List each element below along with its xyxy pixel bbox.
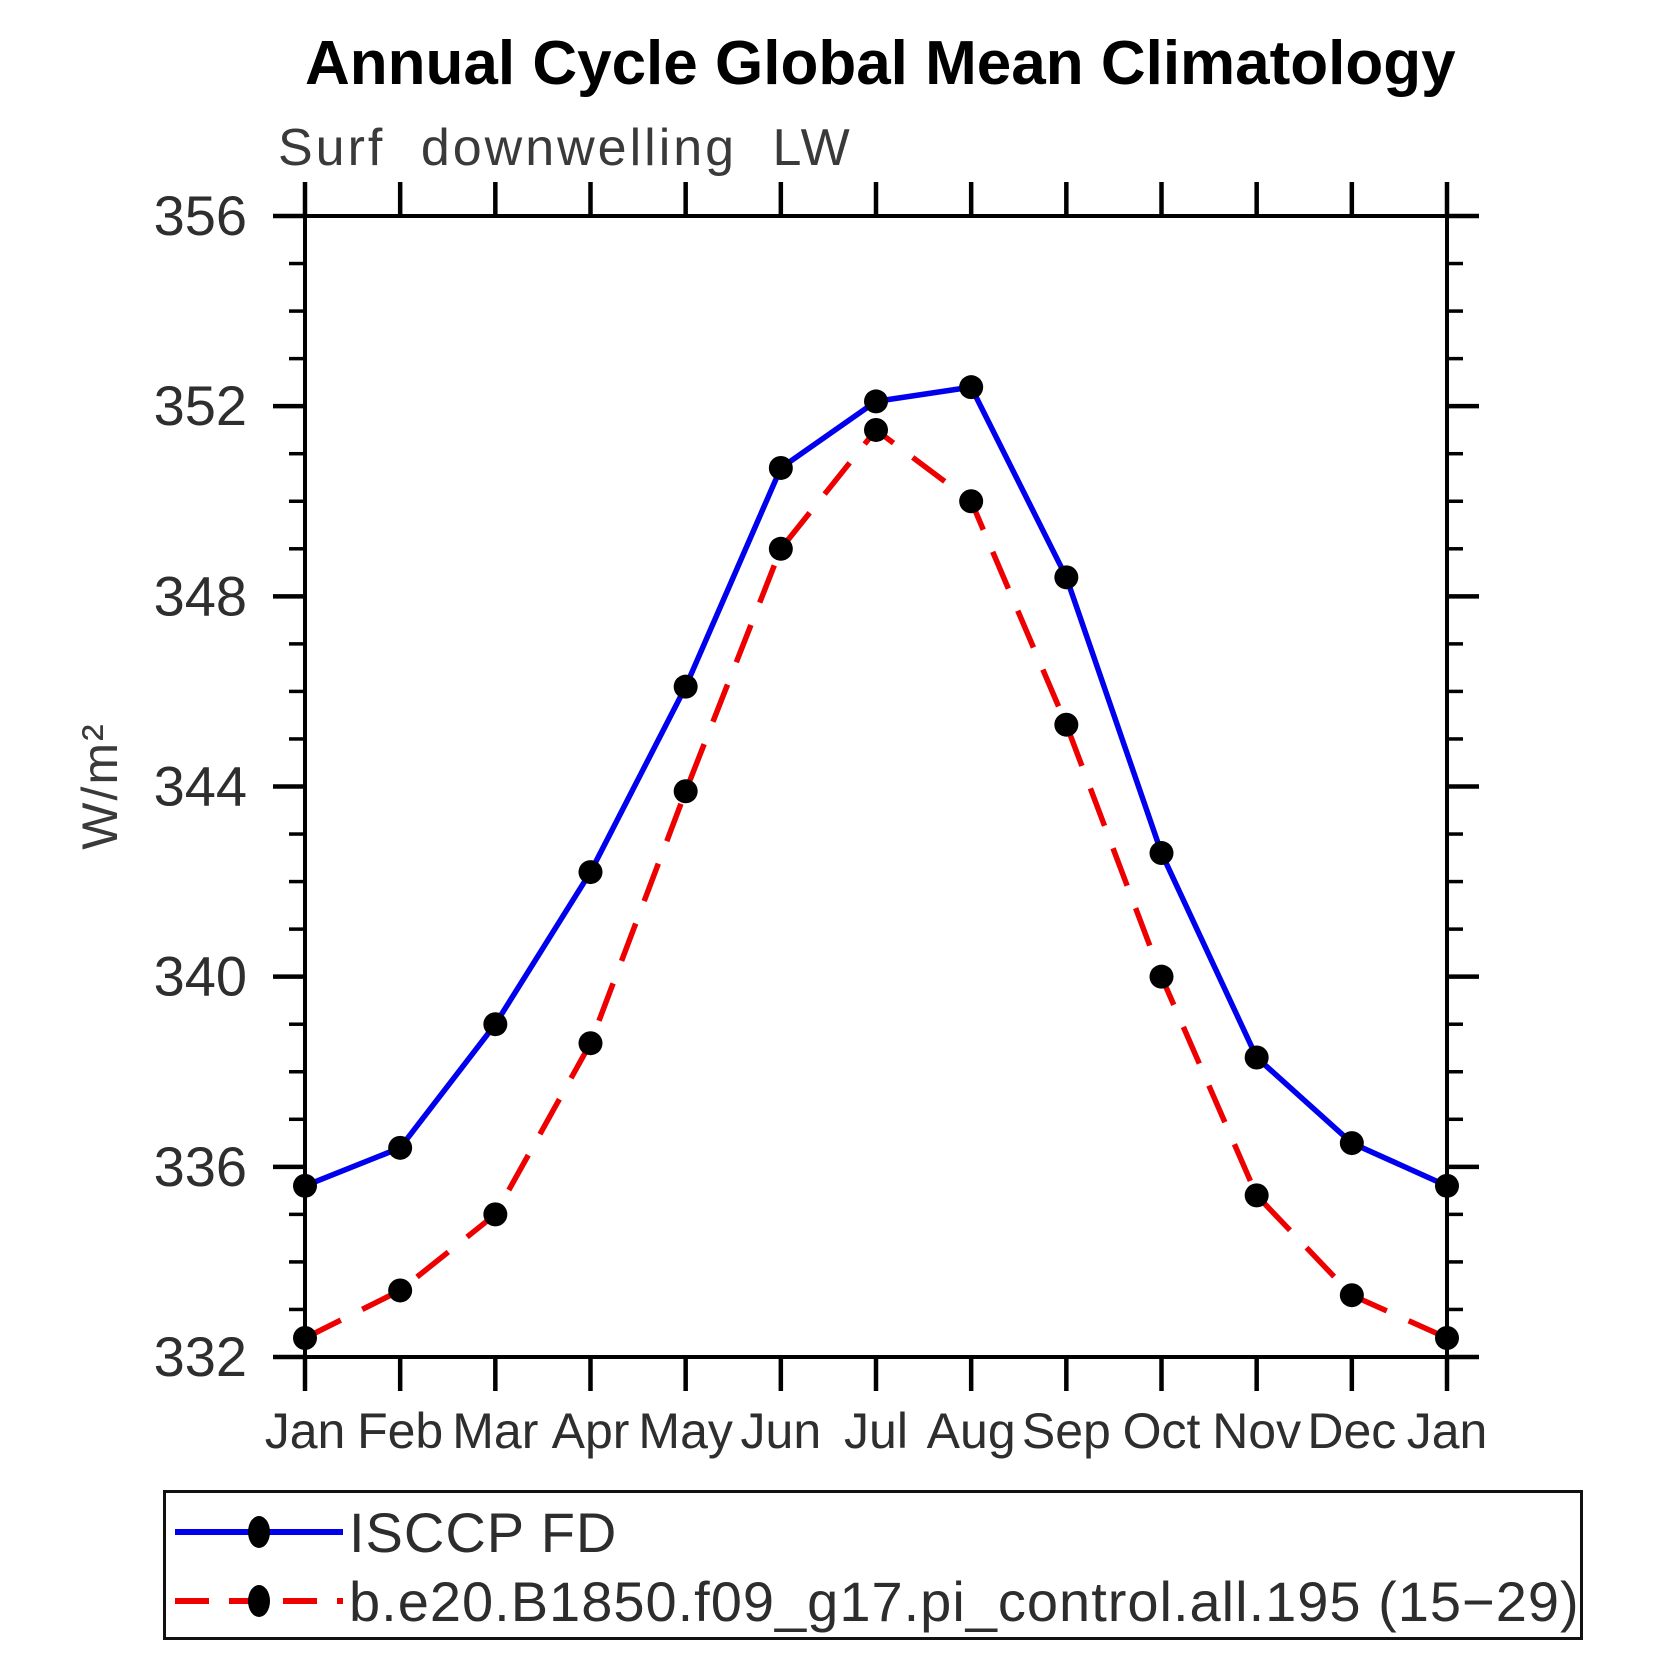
data-point-marker	[1054, 712, 1079, 737]
data-point-marker	[578, 1031, 603, 1056]
data-point-marker	[673, 779, 698, 804]
y-tick-label: 336	[154, 1135, 247, 1198]
data-point-marker	[1149, 841, 1174, 866]
y-tick-label: 352	[154, 374, 247, 437]
series-0	[293, 375, 1459, 1198]
y-tick-label: 332	[154, 1325, 247, 1388]
data-point-marker	[293, 1325, 317, 1350]
x-tick-label: Oct	[1123, 1403, 1201, 1459]
x-tick-label: Sep	[1022, 1403, 1111, 1459]
x-axis-ticks	[302, 182, 1450, 1391]
x-tick-label: Jan	[1407, 1403, 1488, 1459]
series-1	[293, 417, 1459, 1350]
data-point-marker	[1054, 565, 1079, 590]
x-tick-label: May	[638, 1403, 732, 1459]
data-point-marker	[1435, 1325, 1459, 1350]
x-tick-label: Mar	[452, 1403, 538, 1459]
x-tick-label: Apr	[552, 1403, 630, 1459]
y-tick-label: 348	[154, 564, 247, 627]
x-tick-labels: Jan Feb Mar Apr May Jun Jul Aug Sep Oct Nov Dec Jan	[265, 1403, 1488, 1459]
y-axis-ticks	[273, 213, 1479, 1360]
x-tick-label: Dec	[1307, 1403, 1396, 1459]
data-point-marker	[768, 455, 793, 480]
data-point-marker	[483, 1012, 508, 1037]
y-tick-label: 344	[154, 755, 247, 818]
data-point-marker	[768, 536, 793, 561]
x-tick-label: Jun	[741, 1403, 822, 1459]
y-tick-labels: 332 336 340 344 348 352 356	[154, 184, 247, 1388]
data-point-marker	[1244, 1183, 1269, 1208]
legend-label: ISCCP FD	[349, 1500, 618, 1564]
data-point-marker	[1435, 1173, 1459, 1198]
x-tick-label: Jan	[265, 1403, 346, 1459]
legend-label: b.e20.B1850.f09_g17.pi_control.all.195 (…	[349, 1569, 1580, 1633]
y-tick-label: 356	[154, 184, 247, 247]
chart-subtitle: Surf downwelling LW	[278, 119, 853, 177]
data-point-marker	[578, 860, 603, 885]
data-point-marker	[388, 1135, 413, 1160]
x-tick-label: Feb	[357, 1403, 443, 1459]
data-point-marker	[1244, 1045, 1269, 1070]
chart-title: Annual Cycle Global Mean Climatology	[305, 29, 1456, 98]
data-point-marker	[388, 1278, 413, 1303]
legend-swatch-line-icon	[175, 1516, 343, 1548]
data-point-marker	[293, 1173, 317, 1198]
x-tick-label: Aug	[927, 1403, 1016, 1459]
data-point-marker	[1149, 964, 1174, 989]
data-point-marker	[483, 1202, 508, 1227]
legend: ISCCP FD b.e20.B1850.f09_g17.pi_control.…	[163, 1490, 1583, 1640]
legend-item-model: b.e20.B1850.f09_g17.pi_control.all.195 (…	[171, 1570, 1580, 1633]
data-point-marker	[1339, 1283, 1364, 1308]
legend-item-isccp: ISCCP FD	[171, 1501, 617, 1564]
x-tick-label: Nov	[1212, 1403, 1301, 1459]
data-point-marker	[1339, 1131, 1364, 1156]
data-point-marker	[864, 417, 888, 442]
data-point-marker	[673, 674, 698, 699]
y-tick-label: 340	[154, 945, 247, 1008]
data-point-marker	[959, 375, 984, 400]
x-tick-label: Jul	[844, 1403, 908, 1459]
plot-frame	[303, 214, 1449, 1359]
data-point-marker	[959, 489, 984, 514]
data-point-marker	[864, 389, 888, 414]
legend-swatch-dashed-line-icon	[175, 1585, 343, 1617]
